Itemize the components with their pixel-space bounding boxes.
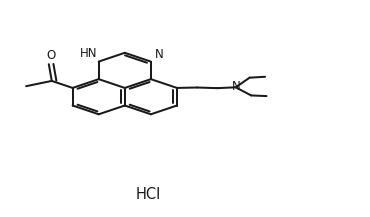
Text: N: N bbox=[232, 80, 241, 93]
Text: HCl: HCl bbox=[136, 187, 161, 202]
Text: O: O bbox=[46, 49, 55, 62]
Text: N: N bbox=[155, 48, 163, 61]
Text: HN: HN bbox=[80, 47, 97, 60]
